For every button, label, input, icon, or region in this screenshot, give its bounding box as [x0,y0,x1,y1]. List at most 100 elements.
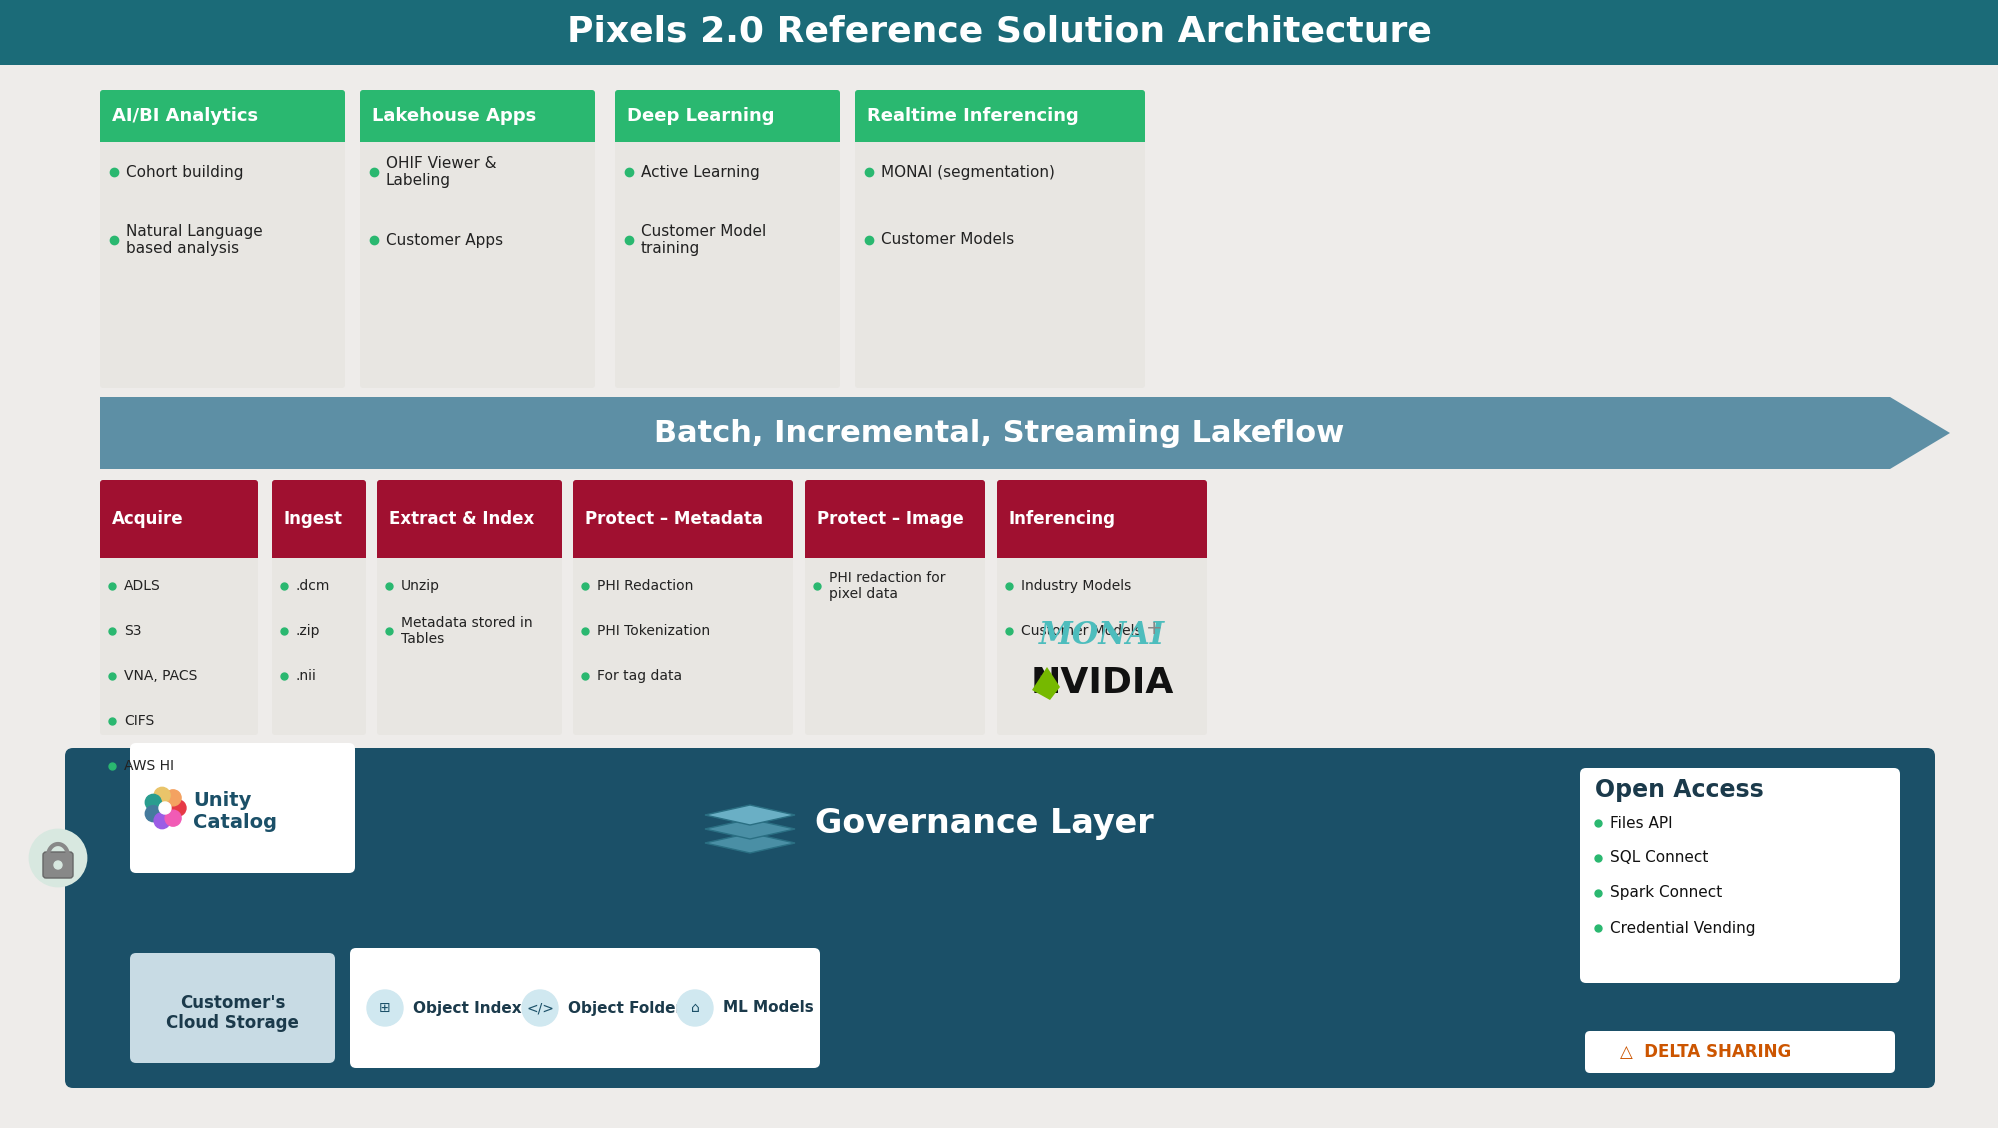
Text: Customer Models: Customer Models [881,232,1013,247]
Polygon shape [705,805,795,825]
FancyBboxPatch shape [100,90,346,388]
Text: PHI redaction for
pixel data: PHI redaction for pixel data [829,571,945,601]
Bar [615,116,839,142]
Text: Cloud Storage: Cloud Storage [166,1014,300,1032]
Text: VNA, PACS: VNA, PACS [124,669,198,682]
Text: △  DELTA SHARING: △ DELTA SHARING [1618,1043,1790,1061]
Text: Realtime Inferencing: Realtime Inferencing [867,107,1079,125]
Bar [100,519,258,558]
FancyBboxPatch shape [615,90,839,142]
Text: PHI Tokenization: PHI Tokenization [597,624,709,638]
Text: Industry Models: Industry Models [1021,579,1131,593]
Text: </>: </> [525,1001,553,1015]
Text: Files API: Files API [1608,816,1672,830]
Text: Natural Language
based analysis: Natural Language based analysis [126,223,262,256]
Text: Customer's: Customer's [180,994,286,1012]
Text: .nii: .nii [296,669,318,682]
Circle shape [160,802,172,814]
Text: MONAI (segmentation): MONAI (segmentation) [881,165,1055,179]
Text: Open Access: Open Access [1594,778,1762,802]
Polygon shape [705,832,795,853]
FancyBboxPatch shape [130,743,356,873]
Text: Lakehouse Apps: Lakehouse Apps [372,107,535,125]
FancyBboxPatch shape [573,481,793,735]
Text: Governance Layer: Governance Layer [815,807,1153,839]
Text: .dcm: .dcm [296,579,330,593]
Text: NVIDIA: NVIDIA [1029,666,1173,700]
Text: OHIF Viewer &
Labeling: OHIF Viewer & Labeling [386,156,496,188]
Text: Customer Models: Customer Models [1021,624,1141,638]
Circle shape [521,990,557,1026]
FancyBboxPatch shape [615,90,839,388]
Text: Extract & Index: Extract & Index [390,510,533,528]
Bar [573,519,793,558]
Text: Object Folders: Object Folders [567,1001,691,1015]
Text: For tag data: For tag data [597,669,681,682]
Bar [378,519,561,558]
Text: S3: S3 [124,624,142,638]
Text: Acquire: Acquire [112,510,184,528]
FancyBboxPatch shape [573,481,793,558]
Text: Ingest: Ingest [284,510,344,528]
Bar [272,519,366,558]
Text: Credential Vending: Credential Vending [1608,920,1754,935]
Text: Pixels 2.0 Reference Solution Architecture: Pixels 2.0 Reference Solution Architectu… [565,15,1431,49]
FancyBboxPatch shape [100,90,346,142]
FancyBboxPatch shape [1584,1031,1894,1073]
Text: Metadata stored in
Tables: Metadata stored in Tables [402,616,531,646]
Circle shape [30,830,86,885]
Bar [0,0,1998,65]
Bar [360,116,595,142]
Text: CIFS: CIFS [124,714,154,728]
Circle shape [166,790,182,805]
FancyBboxPatch shape [855,90,1145,388]
Circle shape [170,800,186,816]
Text: .zip: .zip [296,624,320,638]
Text: Protect – Metadata: Protect – Metadata [585,510,763,528]
Circle shape [146,794,162,810]
Text: Unzip: Unzip [402,579,440,593]
FancyBboxPatch shape [272,481,366,735]
Text: ⌂: ⌂ [689,1001,699,1015]
Text: Deep Learning: Deep Learning [627,107,773,125]
FancyBboxPatch shape [44,852,74,878]
Text: Spark Connect: Spark Connect [1608,885,1722,900]
Text: MONAI: MONAI [1039,619,1165,651]
Text: Cohort building: Cohort building [126,165,244,179]
Bar [805,519,985,558]
Polygon shape [1031,667,1059,700]
Circle shape [54,861,62,869]
Text: Unity: Unity [194,791,252,810]
Circle shape [146,805,162,821]
FancyBboxPatch shape [350,948,819,1068]
Text: AI/BI Analytics: AI/BI Analytics [112,107,258,125]
Circle shape [154,787,170,803]
Text: Catalog: Catalog [194,812,278,831]
Text: Customer Apps: Customer Apps [386,232,503,247]
Polygon shape [705,819,795,839]
FancyBboxPatch shape [805,481,985,558]
Text: Customer Model
training: Customer Model training [641,223,765,256]
FancyBboxPatch shape [100,481,258,735]
Text: PHI Redaction: PHI Redaction [597,579,693,593]
FancyBboxPatch shape [997,481,1207,558]
Text: AWS HI: AWS HI [124,759,174,773]
FancyBboxPatch shape [130,953,336,1063]
Text: SQL Connect: SQL Connect [1608,851,1708,865]
Bar [855,116,1145,142]
FancyBboxPatch shape [805,481,985,735]
Bar [997,519,1207,558]
Text: Active Learning: Active Learning [641,165,759,179]
Polygon shape [100,397,1948,469]
FancyBboxPatch shape [855,90,1145,142]
FancyBboxPatch shape [272,481,366,558]
Text: Protect – Image: Protect – Image [817,510,963,528]
FancyBboxPatch shape [66,748,1934,1089]
Text: ⊞: ⊞ [380,1001,392,1015]
FancyBboxPatch shape [360,90,595,142]
FancyBboxPatch shape [378,481,561,558]
Text: +: + [1145,619,1161,638]
Circle shape [154,812,170,829]
Text: Inferencing: Inferencing [1009,510,1115,528]
Text: Object Index: Object Index [414,1001,521,1015]
